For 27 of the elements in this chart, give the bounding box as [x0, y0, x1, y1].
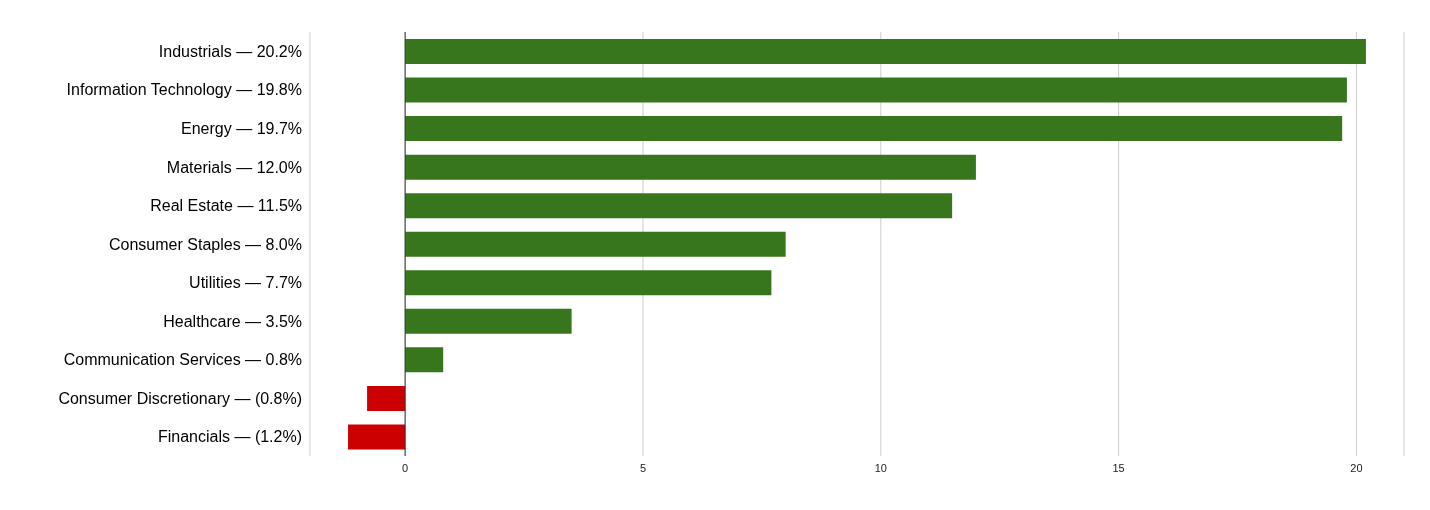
x-tick-label: 15 — [1112, 461, 1125, 474]
bar — [405, 231, 786, 257]
y-tick-label: Financials — (1.2%) — [157, 428, 302, 446]
bar — [405, 116, 1343, 142]
bar — [367, 385, 406, 411]
y-tick-label: Real Estate — 11.5% — [150, 197, 302, 215]
x-tick-label: 0 — [402, 461, 409, 474]
bar — [405, 308, 572, 334]
bar — [405, 77, 1347, 103]
bar — [405, 39, 1366, 64]
y-tick-label: Consumer Staples — 8.0% — [109, 235, 302, 253]
bar — [405, 193, 953, 219]
x-tick-label: 5 — [639, 461, 647, 474]
bar — [405, 270, 772, 296]
bar — [405, 347, 444, 373]
y-tick-label: Consumer Discretionary — (0.8%) — [58, 389, 302, 407]
y-tick-label: Utilities — 7.7% — [189, 274, 302, 292]
bar — [348, 424, 406, 450]
y-tick-label: Energy — 19.7% — [181, 120, 302, 138]
y-tick-label: Healthcare — 3.5% — [163, 312, 302, 330]
y-tick-label: Industrials — 20.2% — [158, 42, 302, 60]
y-tick-label: Materials — 12.0% — [166, 158, 302, 176]
x-tick-label: 10 — [874, 461, 887, 474]
bar — [405, 154, 976, 180]
x-tick-label: 20 — [1350, 461, 1363, 474]
y-tick-label: Communication Services — 0.8% — [63, 351, 302, 369]
y-tick-label: Information Technology — 19.8% — [66, 81, 302, 99]
